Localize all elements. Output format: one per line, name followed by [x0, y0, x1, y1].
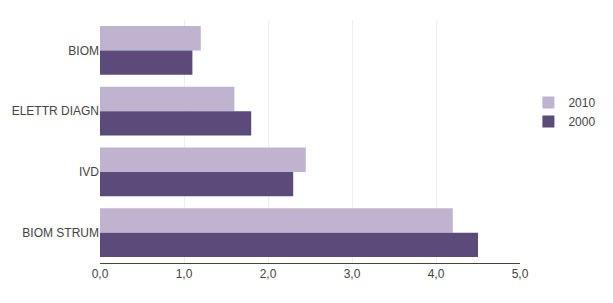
svg-text:4,0: 4,0: [428, 267, 445, 281]
svg-text:0,0: 0,0: [92, 267, 109, 281]
svg-text:BIOM: BIOM: [68, 44, 99, 58]
svg-text:2,0: 2,0: [260, 267, 277, 281]
svg-text:ELETTR DIAGN: ELETTR DIAGN: [12, 104, 99, 118]
svg-text:1,0: 1,0: [176, 267, 193, 281]
svg-text:5,0: 5,0: [512, 267, 529, 281]
svg-text:3,0: 3,0: [344, 267, 361, 281]
svg-text:BIOM STRUM: BIOM STRUM: [22, 226, 99, 240]
svg-text:2010: 2010: [568, 96, 595, 110]
svg-text:2000: 2000: [568, 115, 595, 129]
svg-text:IVD: IVD: [79, 165, 99, 179]
